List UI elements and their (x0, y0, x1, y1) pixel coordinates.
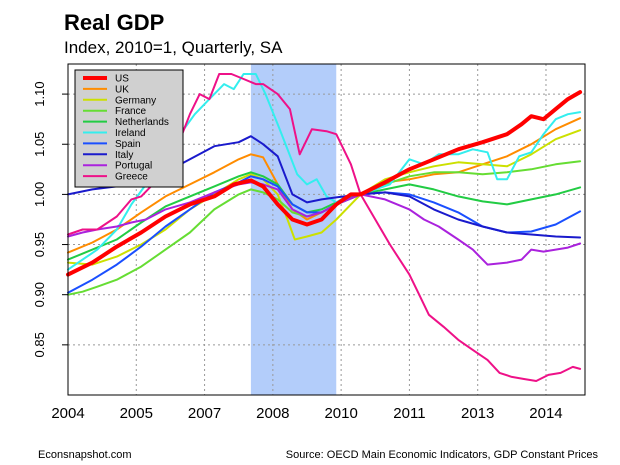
series-line-france (67, 160, 582, 296)
footer-credit: Econsnapshot.com (38, 449, 132, 461)
legend-label-italy: Italy (115, 150, 133, 161)
x-tick-label: 2005 (120, 405, 153, 422)
x-axis: 2004 2005 2007 2008 2010 2011 2013 2014 (51, 405, 562, 422)
legend-label-uk: UK (115, 84, 129, 95)
x-tick-label: 2004 (51, 405, 84, 422)
y-tick-label: 0.95 (32, 232, 47, 257)
legend-label-ireland: Ireland (115, 128, 146, 139)
y-axis: 0.85 0.90 0.95 1.00 1.05 1.10 (32, 81, 68, 358)
y-tick-label: 1.10 (32, 81, 47, 106)
series-line-germany (67, 129, 582, 266)
chart-title: Real GDP (64, 10, 164, 35)
recession-shade (250, 64, 337, 395)
legend: USUKGermanyFranceNetherlandsIrelandSpain… (74, 69, 184, 188)
legend-label-netherlands: Netherlands (115, 117, 169, 128)
plot-frame (67, 63, 586, 396)
y-tick-label: 1.00 (32, 182, 47, 207)
legend-label-us: US (115, 74, 129, 85)
x-tick-label: 2008 (256, 405, 289, 422)
x-tick-label: 2014 (529, 405, 562, 422)
legend-label-spain: Spain (115, 139, 141, 150)
x-tick-label: 2010 (324, 405, 357, 422)
y-tick-label: 0.85 (32, 332, 47, 357)
chart-subtitle: Index, 2010=1, Quarterly, SA (64, 38, 283, 57)
footer-source: Source: OECD Main Economic Indicators, G… (286, 449, 599, 461)
legend-label-germany: Germany (115, 95, 156, 106)
y-tick-label: 1.05 (32, 132, 47, 157)
x-tick-label: 2007 (188, 405, 221, 422)
y-tick-label: 0.90 (32, 282, 47, 307)
x-tick-label: 2013 (461, 405, 494, 422)
series-line-us (66, 90, 583, 277)
x-tick-label: 2011 (393, 405, 425, 422)
legend-label-greece: Greece (115, 172, 148, 183)
legend-label-france: France (115, 106, 147, 117)
legend-label-portugal: Portugal (115, 161, 152, 172)
recession-shade-layer (250, 64, 337, 395)
series-line-portugal (67, 181, 582, 266)
